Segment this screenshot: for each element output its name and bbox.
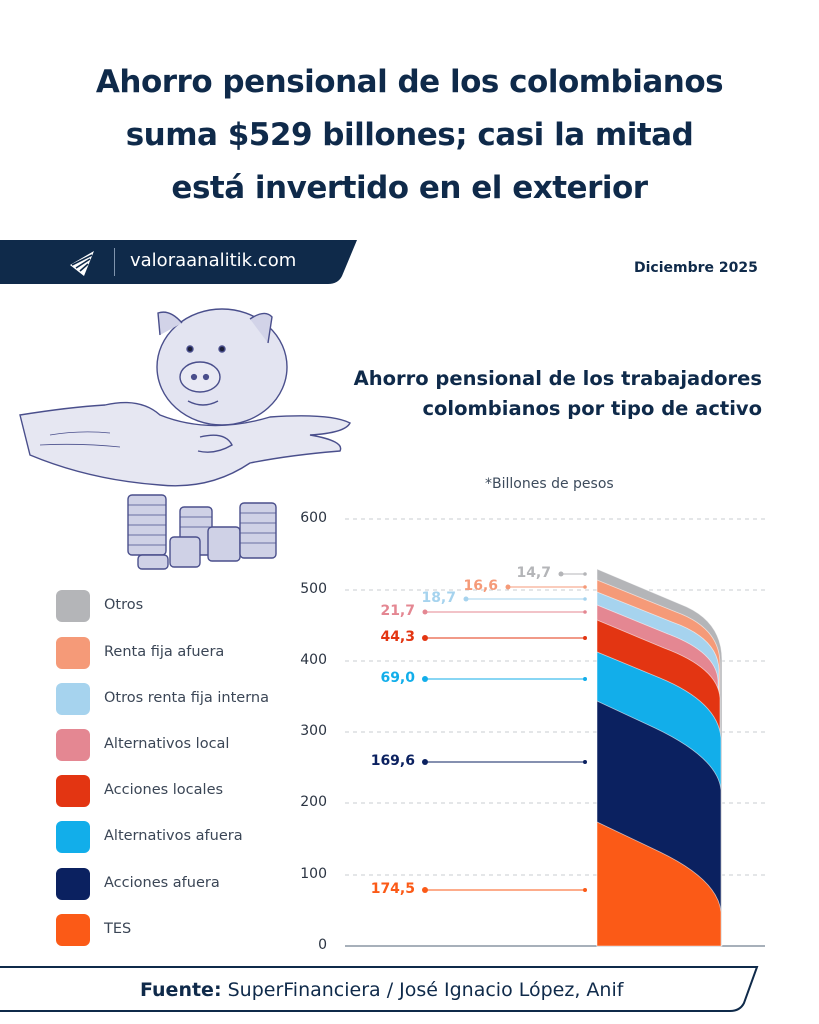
legend-swatch xyxy=(56,821,90,853)
legend-label: Otros renta fija interna xyxy=(104,690,269,706)
legend-swatch xyxy=(56,868,90,900)
y-tick-600: 600 xyxy=(300,510,327,526)
chart-title-line-1: Ahorro pensional de los trabajadores xyxy=(353,367,762,390)
chart-title: Ahorro pensional de los trabajadores col… xyxy=(354,364,762,424)
legend-swatch xyxy=(56,775,90,807)
legend-label: Acciones afuera xyxy=(104,875,220,891)
source-value: SuperFinanciera / José Ignacio López, An… xyxy=(221,979,624,1001)
legend-item-alternativos-afuera: Alternativos afuera xyxy=(56,821,296,853)
legend-swatch xyxy=(56,637,90,669)
value-label-tes: 174,5 xyxy=(370,881,415,897)
value-label-acciones-locales: 44,3 xyxy=(380,629,415,645)
legend-label: Renta fija afuera xyxy=(104,644,225,660)
brand-url-link[interactable]: valoraanalitik.com xyxy=(130,250,297,271)
legend-item-tes: TES xyxy=(56,914,296,946)
value-label-acciones-afuera: 169,6 xyxy=(370,753,415,769)
legend-label: TES xyxy=(104,921,132,937)
y-tick-400: 400 xyxy=(300,652,327,668)
headline-line-3: está invertido en el exterior xyxy=(171,170,648,206)
paper-plane-logo-icon xyxy=(70,251,94,276)
headline: Ahorro pensional de los colombianos suma… xyxy=(0,56,819,215)
value-connectors xyxy=(422,571,587,893)
source-label: Fuente: xyxy=(140,979,222,1001)
headline-line-2: suma $529 billones; casi la mitad xyxy=(125,117,694,153)
y-tick-100: 100 xyxy=(300,866,327,882)
gridlines xyxy=(345,518,765,876)
legend-item-alternativos-local: Alternativos local xyxy=(56,729,296,761)
legend-swatch xyxy=(56,914,90,946)
value-label-otros-renta-fija-interna: 18,7 xyxy=(421,590,456,606)
value-label-alternativos-afuera: 69,0 xyxy=(380,670,415,686)
chart-title-line-2: colombianos por tipo de activo xyxy=(422,397,762,420)
value-label-alternativos-local: 21,7 xyxy=(380,603,415,619)
legend-label: Acciones locales xyxy=(104,782,224,798)
y-tick-200: 200 xyxy=(300,794,327,810)
legend-swatch xyxy=(56,729,90,761)
legend-label: Otros xyxy=(104,597,144,613)
date-label: Diciembre 2025 xyxy=(634,260,758,276)
legend-item-otros-renta-fija-interna: Otros renta fija interna xyxy=(56,683,296,715)
piggy-bank-hand-coins-icon xyxy=(19,308,351,570)
legend-label: Alternativos afuera xyxy=(104,828,243,844)
y-tick-0: 0 xyxy=(318,937,327,953)
legend-item-otros: Otros xyxy=(56,590,296,622)
brand-bar xyxy=(0,240,360,284)
headline-line-1: Ahorro pensional de los colombianos xyxy=(95,64,724,100)
y-tick-300: 300 xyxy=(300,723,327,739)
brand-separator xyxy=(114,248,115,276)
value-label-otros: 14,7 xyxy=(516,565,551,581)
y-tick-500: 500 xyxy=(300,581,327,597)
legend-swatch xyxy=(56,590,90,622)
value-label-renta-fija-afuera: 16,6 xyxy=(463,578,498,594)
brand-bar-background xyxy=(0,240,357,284)
legend-item-renta-fija-afuera: Renta fija afuera xyxy=(56,637,296,669)
legend-label: Alternativos local xyxy=(104,736,230,752)
legend-item-acciones-afuera: Acciones afuera xyxy=(56,868,296,900)
footer-frame xyxy=(0,966,759,1012)
legend-item-acciones-locales: Acciones locales xyxy=(56,775,296,807)
source-footer xyxy=(0,965,760,1013)
chart-subtitle: *Billones de pesos xyxy=(485,476,614,492)
source-text: Fuente: SuperFinanciera / José Ignacio L… xyxy=(140,979,623,1001)
legend-swatch xyxy=(56,683,90,715)
